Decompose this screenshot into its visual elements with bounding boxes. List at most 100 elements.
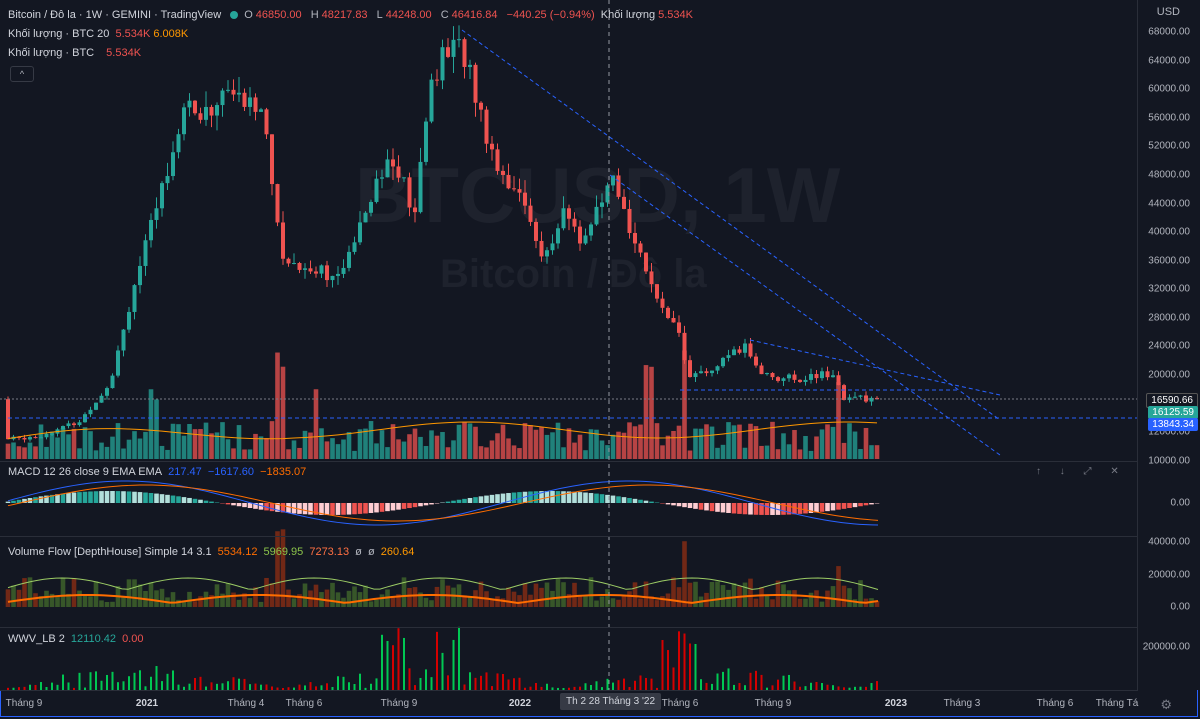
macd-histogram-bar — [852, 503, 858, 508]
volume-bar — [88, 431, 93, 459]
macd-histogram-bar — [627, 497, 632, 503]
volume-legend[interactable]: Khối lượng · BTC 5.534K — [8, 47, 144, 59]
volume-flow-bar — [82, 595, 88, 607]
wwv-bar — [573, 686, 576, 690]
volume-bar — [115, 423, 121, 459]
wwv-bar — [568, 687, 570, 690]
wwv-bar — [282, 687, 284, 690]
candle-body — [556, 228, 560, 244]
wwv-bar — [584, 683, 587, 690]
volume-flow-legend[interactable]: Volume Flow [DepthHouse] Simple 14 3.1 5… — [8, 546, 417, 558]
candle-body — [182, 107, 186, 135]
volume-bar — [104, 446, 110, 459]
macd-histogram-bar — [401, 503, 407, 509]
volume-bar — [797, 449, 803, 459]
candle-body — [286, 258, 291, 264]
wwv-bar — [62, 674, 64, 690]
volume-bar — [841, 442, 847, 459]
volume-flow-bar — [671, 577, 676, 607]
volume-bar — [863, 427, 869, 459]
time-axis[interactable]: Tháng 9 2021 Tháng 4 Tháng 6 Tháng 9 2022 Thán… — [0, 690, 1138, 718]
macd-histogram-bar — [814, 503, 819, 513]
wwv-bar — [210, 682, 213, 690]
wwv-bar — [705, 682, 708, 690]
candle-body — [319, 265, 324, 274]
candle-body — [259, 109, 263, 112]
candle-body — [143, 240, 148, 266]
candle-body — [187, 100, 192, 108]
candle-body — [501, 170, 505, 175]
macd-histogram-bar — [638, 499, 643, 503]
candle-body — [413, 207, 417, 213]
volume-flow-bar — [170, 592, 176, 607]
main-chart-canvas[interactable] — [0, 0, 1138, 690]
macd-histogram-bar — [330, 503, 335, 515]
volume-bar — [676, 425, 682, 459]
volume-bar — [577, 434, 583, 459]
macd-histogram-bar — [583, 492, 588, 503]
wwv-bar — [826, 684, 829, 690]
volume-bar — [682, 350, 687, 459]
volume-bar — [198, 429, 203, 459]
candle-body — [424, 121, 428, 162]
collapse-legend-button[interactable]: ^ — [10, 66, 34, 82]
currency-selector[interactable]: USD — [1156, 6, 1180, 18]
candle-body — [171, 152, 175, 177]
symbol-title[interactable]: Bitcoin / Đô la · 1W · GEMINI · TradingV… — [8, 9, 222, 21]
macd-legend[interactable]: MACD 12 26 close 9 EMA EMA 217.47 −1617.… — [8, 466, 309, 478]
candle-body — [429, 79, 434, 122]
macd-histogram-bar — [379, 503, 385, 512]
volume-ma-legend[interactable]: Khối lượng · BTC 20 5.534K 6.008K — [8, 28, 191, 40]
volume-flow-bar — [286, 589, 291, 607]
wwv-bar — [661, 640, 664, 690]
volume-flow-bar — [429, 600, 434, 607]
macd-histogram-bar — [709, 503, 715, 512]
candle-body — [578, 226, 582, 244]
volume-bar — [60, 428, 66, 459]
macd-histogram-bar — [143, 492, 148, 503]
wwv-bar — [782, 675, 785, 690]
settings-gear-icon[interactable]: ⚙ — [1160, 697, 1172, 712]
candle-body — [270, 134, 274, 185]
volume-bar — [126, 439, 132, 459]
wwv-bar — [617, 680, 620, 690]
volume-flow-bar — [412, 587, 418, 607]
volume-flow-bar — [566, 594, 572, 607]
pane-separator[interactable] — [0, 536, 1138, 537]
macd-histogram-bar — [720, 503, 726, 513]
pane-separator[interactable] — [0, 627, 1138, 628]
wwv-legend[interactable]: WWV_LB 2 12110.42 0.00 — [8, 633, 146, 645]
volume-bar — [137, 438, 143, 459]
volume-flow-bar — [418, 592, 423, 607]
time-axis-tick: Tháng Tá — [1095, 698, 1139, 709]
macd-histogram-bar — [99, 491, 104, 503]
time-axis-tick: Tháng 6 — [1036, 698, 1074, 709]
volume-flow-bar — [242, 593, 247, 607]
wwv-bar — [496, 673, 499, 690]
volume-flow-bar — [638, 598, 643, 607]
chart-area[interactable]: BTCUSD, 1W Bitcoin / Đô la — [0, 0, 1138, 690]
wwv-bar — [106, 674, 108, 690]
candle-body — [341, 267, 346, 274]
candle-body — [693, 373, 698, 378]
price-axis[interactable]: USD 68000.00 64000.00 60000.00 56000.00 5200… — [1137, 0, 1200, 690]
macd-histogram-bar — [561, 491, 566, 503]
wwv-bar — [304, 685, 306, 690]
candle-body — [539, 240, 544, 257]
macd-histogram-bar — [775, 503, 781, 515]
macd-histogram-bar — [555, 491, 561, 503]
wwv-bar — [12, 687, 15, 690]
wwv-bar — [562, 687, 565, 690]
wwv-bar — [672, 667, 675, 690]
wwv-bar — [78, 672, 81, 690]
pane-separator[interactable] — [0, 461, 1138, 462]
volume-flow-bar — [121, 597, 126, 607]
wwv-bar — [172, 670, 174, 690]
volume-bar — [555, 422, 561, 459]
wwv-bar — [397, 628, 400, 690]
volume-bar — [770, 421, 775, 459]
volume-bar — [170, 423, 176, 459]
macd-histogram-bar — [693, 503, 698, 509]
volume-flow-bar — [847, 588, 852, 607]
pane-controls[interactable]: ↑ ↓ ⤢ ✕ — [1036, 466, 1127, 477]
